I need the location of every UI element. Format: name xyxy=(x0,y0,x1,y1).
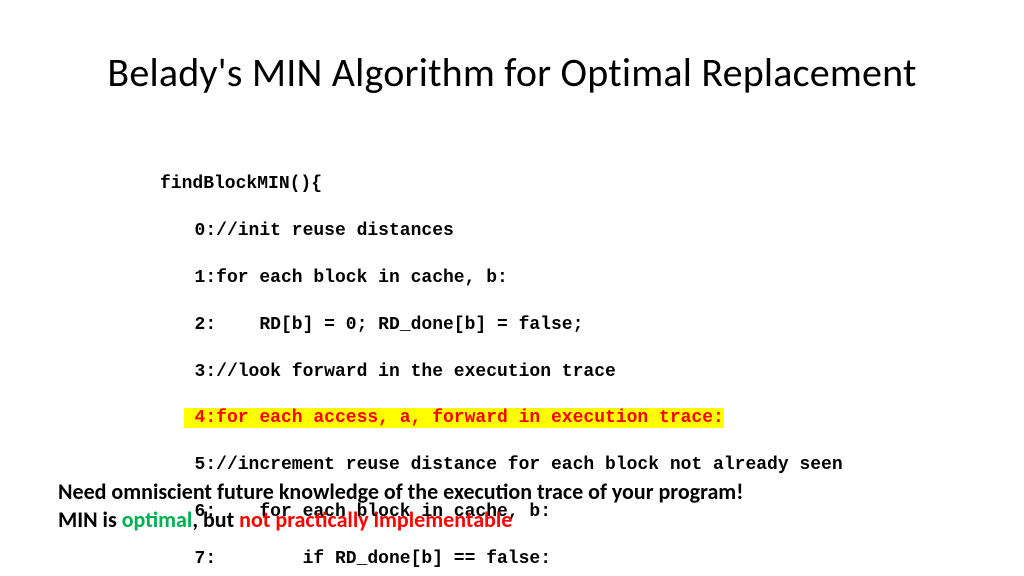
code-line-0: 0://init reuse distances xyxy=(160,220,843,243)
code-line-7: 7: if RD_done[b] == false: xyxy=(160,548,843,571)
code-line-4-highlighted: 4:for each access, a, forward in executi… xyxy=(160,407,843,430)
footer-2a: MIN is xyxy=(58,506,122,533)
code-line-5: 5://increment reuse distance for each bl… xyxy=(160,454,843,477)
code-line-fn: findBlockMIN(){ xyxy=(160,173,843,196)
footer-2b-optimal: optimal xyxy=(122,506,193,533)
slide-title: Belady's MIN Algorithm for Optimal Repla… xyxy=(0,48,1024,97)
footer-text: Need omniscient future knowledge of the … xyxy=(58,478,743,533)
footer-2c: , but xyxy=(192,506,239,533)
code-line-1: 1:for each block in cache, b: xyxy=(160,267,843,290)
footer-2d-warn: not practically implementable xyxy=(239,506,512,533)
code-line-2: 2: RD[b] = 0; RD_done[b] = false; xyxy=(160,314,843,337)
footer-line-2: MIN is optimal, but not practically impl… xyxy=(58,506,743,534)
slide: Belady's MIN Algorithm for Optimal Repla… xyxy=(0,0,1024,576)
highlight-span: 4:for each access, a, forward in executi… xyxy=(184,408,724,428)
code-line-3: 3://look forward in the execution trace xyxy=(160,361,843,384)
footer-line-1: Need omniscient future knowledge of the … xyxy=(58,478,743,506)
